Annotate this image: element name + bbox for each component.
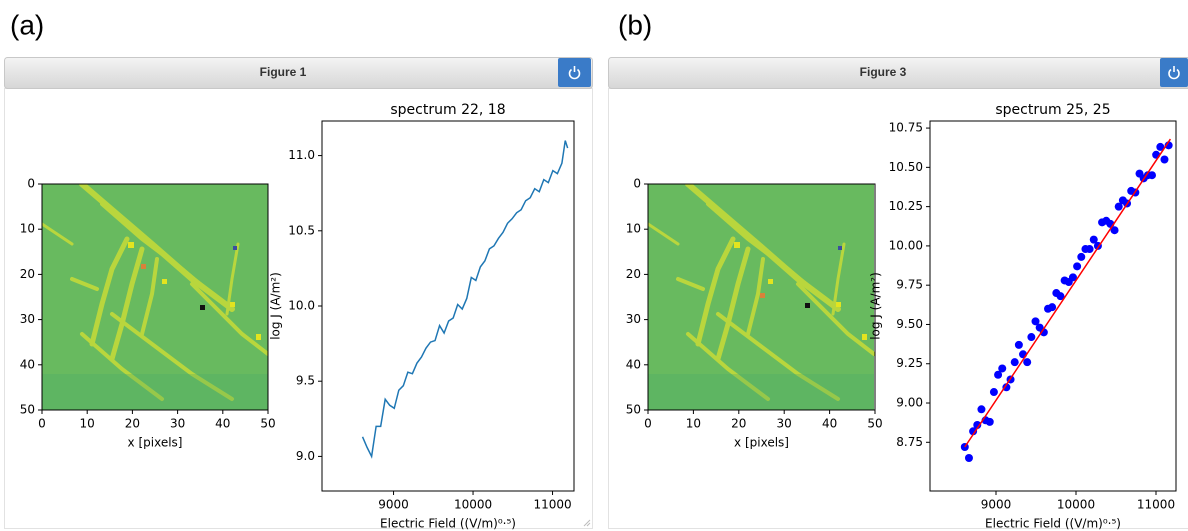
data-point	[985, 417, 994, 426]
y-tick-label: 8.75	[896, 435, 923, 449]
y-tick-label: 10	[20, 222, 35, 236]
y-tick-label: 40	[626, 357, 641, 371]
fit-line	[964, 138, 1172, 448]
data-point	[1068, 273, 1077, 282]
data-point	[1077, 252, 1086, 261]
data-point	[977, 405, 986, 414]
data-line	[361, 140, 569, 459]
x-axis-label: x [pixels]	[734, 436, 789, 450]
x-tick-label: 40	[215, 417, 230, 431]
y-tick-label: 0	[27, 177, 35, 191]
y-tick-label: 10.00	[889, 238, 923, 252]
data-point	[1114, 202, 1123, 211]
axes-frame	[647, 183, 876, 411]
y-tick-label: 0	[633, 177, 641, 191]
figure-window: Figure 3	[608, 57, 1188, 529]
x-tick-label: 40	[822, 417, 837, 431]
panel-label: (b)	[618, 9, 652, 40]
data-point	[1089, 235, 1098, 244]
y-tick-label: 9.0	[296, 449, 315, 463]
y-tick-label: 20	[626, 267, 641, 281]
data-point	[1073, 262, 1082, 271]
data-point	[989, 388, 998, 397]
x-tick-label: 11000	[1137, 498, 1175, 512]
y-tick-label: 9.75	[896, 278, 923, 292]
y-tick-label: 30	[626, 312, 641, 326]
y-axis-label: log J (A/m²)	[269, 272, 283, 340]
chart-title: spectrum 25, 25	[995, 102, 1110, 118]
data-point	[973, 421, 982, 430]
x-tick-label: 20	[731, 417, 746, 431]
axes-frame	[41, 183, 269, 411]
data-point	[1156, 142, 1165, 151]
x-tick-label: 10000	[454, 498, 492, 512]
close-button[interactable]	[1160, 58, 1188, 87]
x-tick-label: 10000	[1057, 498, 1095, 512]
window-header	[4, 57, 593, 89]
y-tick-label: 30	[20, 312, 35, 326]
data-point	[1160, 155, 1169, 164]
window-header	[608, 57, 1188, 89]
y-tick-label: 9.25	[896, 356, 923, 370]
y-tick-label: 50	[626, 403, 641, 417]
y-tick-label: 10.0	[288, 299, 315, 313]
heatmap-image	[648, 184, 874, 410]
heatmap-image	[42, 184, 268, 410]
axes-frame	[929, 120, 1177, 492]
y-tick-label: 50	[20, 403, 35, 417]
data-point	[964, 454, 973, 463]
y-tick-label: 40	[20, 357, 35, 371]
y-tick-label: 10.25	[889, 199, 923, 213]
data-point	[1048, 303, 1057, 312]
window-title: Figure 3	[860, 65, 907, 79]
x-tick-label: 11000	[533, 498, 571, 512]
data-point	[1148, 171, 1156, 180]
y-tick-label: 10.5	[288, 223, 315, 237]
x-tick-label: 50	[867, 417, 882, 431]
data-point	[1002, 383, 1011, 392]
x-tick-label: 9000	[981, 498, 1012, 512]
y-tick-label: 9.50	[896, 317, 923, 331]
y-axis-label: log J (A/m²)	[869, 272, 883, 340]
data-point	[994, 370, 1003, 379]
x-tick-label: 50	[260, 417, 275, 431]
data-point	[1031, 317, 1040, 326]
x-tick-label: 10	[80, 417, 95, 431]
close-button[interactable]	[558, 58, 591, 87]
x-tick-label: 30	[777, 417, 792, 431]
data-point	[1027, 333, 1036, 342]
data-point	[1023, 358, 1032, 367]
y-tick-label: 10.75	[889, 121, 923, 135]
data-point	[998, 364, 1007, 373]
x-tick-label: 0	[644, 417, 652, 431]
data-point	[1010, 358, 1019, 367]
y-tick-label: 9.5	[296, 374, 315, 388]
data-point	[969, 427, 978, 436]
data-point	[1085, 245, 1094, 254]
data-point	[1014, 340, 1023, 349]
window-title: Figure 1	[260, 65, 307, 79]
x-axis-label: x [pixels]	[128, 436, 183, 450]
resize-handle	[583, 519, 591, 527]
y-tick-label: 20	[20, 267, 35, 281]
x-tick-label: 30	[170, 417, 185, 431]
y-tick-label: 11.0	[288, 148, 315, 162]
x-axis-label: Electric Field ((V/m)⁰·⁵)	[380, 517, 516, 531]
x-axis-label: Electric Field ((V/m)⁰·⁵)	[985, 517, 1121, 531]
data-point	[1056, 292, 1065, 301]
y-tick-label: 10.50	[889, 160, 923, 174]
panel-label: (a)	[10, 9, 44, 40]
data-point	[1152, 150, 1161, 159]
chart-title: spectrum 22, 18	[390, 102, 505, 118]
y-tick-label: 10	[626, 222, 641, 236]
y-tick-label: 9.00	[896, 396, 923, 410]
x-tick-label: 20	[125, 417, 140, 431]
x-tick-label: 9000	[378, 498, 409, 512]
data-point	[1110, 226, 1119, 235]
x-tick-label: 10	[686, 417, 701, 431]
x-tick-label: 0	[38, 417, 46, 431]
